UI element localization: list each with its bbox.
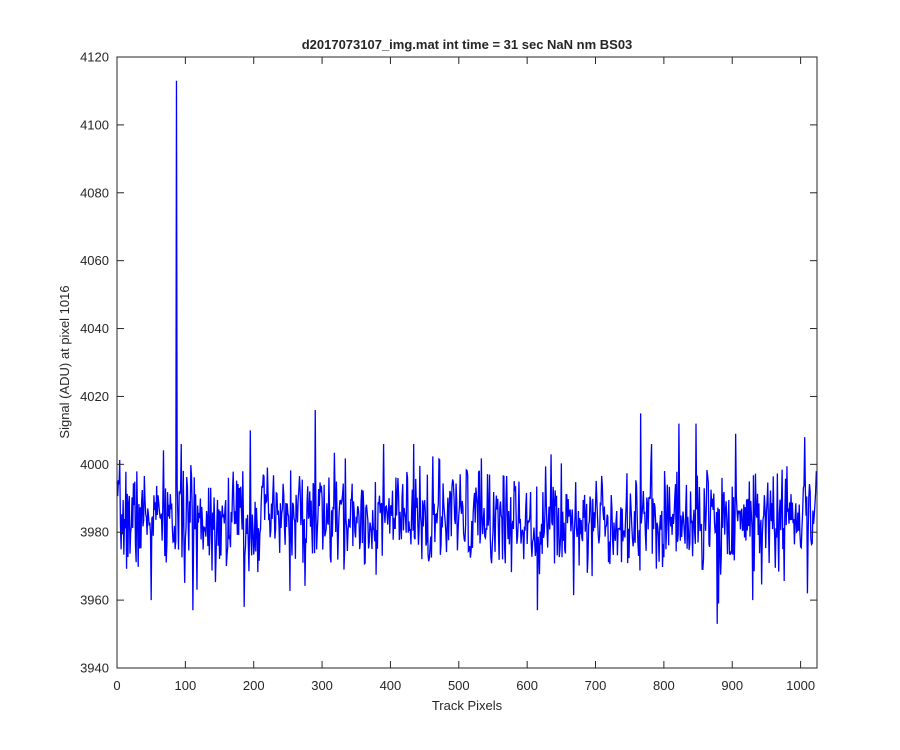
y-tick-label: 4100 <box>80 117 109 132</box>
y-tick-label: 4120 <box>80 50 109 65</box>
x-tick-label: 800 <box>653 678 675 693</box>
x-axis-label: Track Pixels <box>432 698 503 713</box>
x-axis: 0 100 200 300 400 500 600 700 800 900 1000 <box>113 57 815 693</box>
x-tick-label: 400 <box>380 678 402 693</box>
x-tick-label: 1000 <box>786 678 815 693</box>
axes-box <box>116 56 818 669</box>
y-axis-label: Signal (ADU) at pixel 1016 <box>57 285 72 438</box>
y-tick-label: 4080 <box>80 185 109 200</box>
series-layer <box>116 80 817 624</box>
y-tick-label: 3960 <box>80 593 109 608</box>
x-tick-label: 500 <box>448 678 470 693</box>
x-tick-label: 100 <box>175 678 197 693</box>
x-tick-label: 200 <box>243 678 265 693</box>
x-tick-label: 0 <box>113 678 120 693</box>
y-axis: 3940 3960 3980 4000 4020 4040 4060 4080 4100 4120 <box>80 50 817 676</box>
y-tick-label: 4020 <box>80 389 109 404</box>
x-tick-label: 600 <box>516 678 538 693</box>
y-tick-label: 4060 <box>80 253 109 268</box>
series-line <box>116 80 817 624</box>
x-tick-label: 700 <box>585 678 607 693</box>
y-tick-label: 3980 <box>80 525 109 540</box>
x-tick-label: 300 <box>311 678 333 693</box>
y-tick-label: 4040 <box>80 321 109 336</box>
plot-area <box>117 57 817 668</box>
y-tick-label: 4000 <box>80 457 109 472</box>
chart-title: d2017073107_img.mat int time = 31 sec Na… <box>302 37 633 52</box>
x-tick-label: 900 <box>721 678 743 693</box>
y-tick-label: 3940 <box>80 661 109 676</box>
